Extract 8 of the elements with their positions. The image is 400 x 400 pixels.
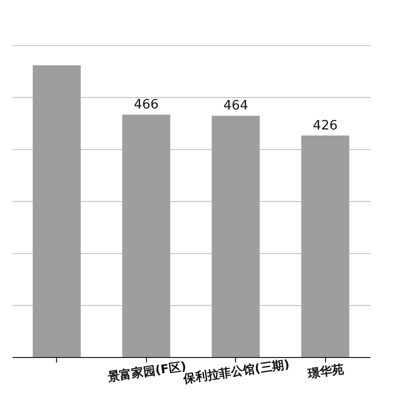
data-label: 426 <box>312 118 338 134</box>
bar <box>122 114 170 357</box>
data-label: 464 <box>223 98 248 114</box>
bar <box>32 65 81 357</box>
bar <box>301 135 350 357</box>
x-tick-label: 璟华苑 <box>306 362 345 382</box>
data-label: 466 <box>134 98 159 113</box>
bar <box>212 116 260 357</box>
